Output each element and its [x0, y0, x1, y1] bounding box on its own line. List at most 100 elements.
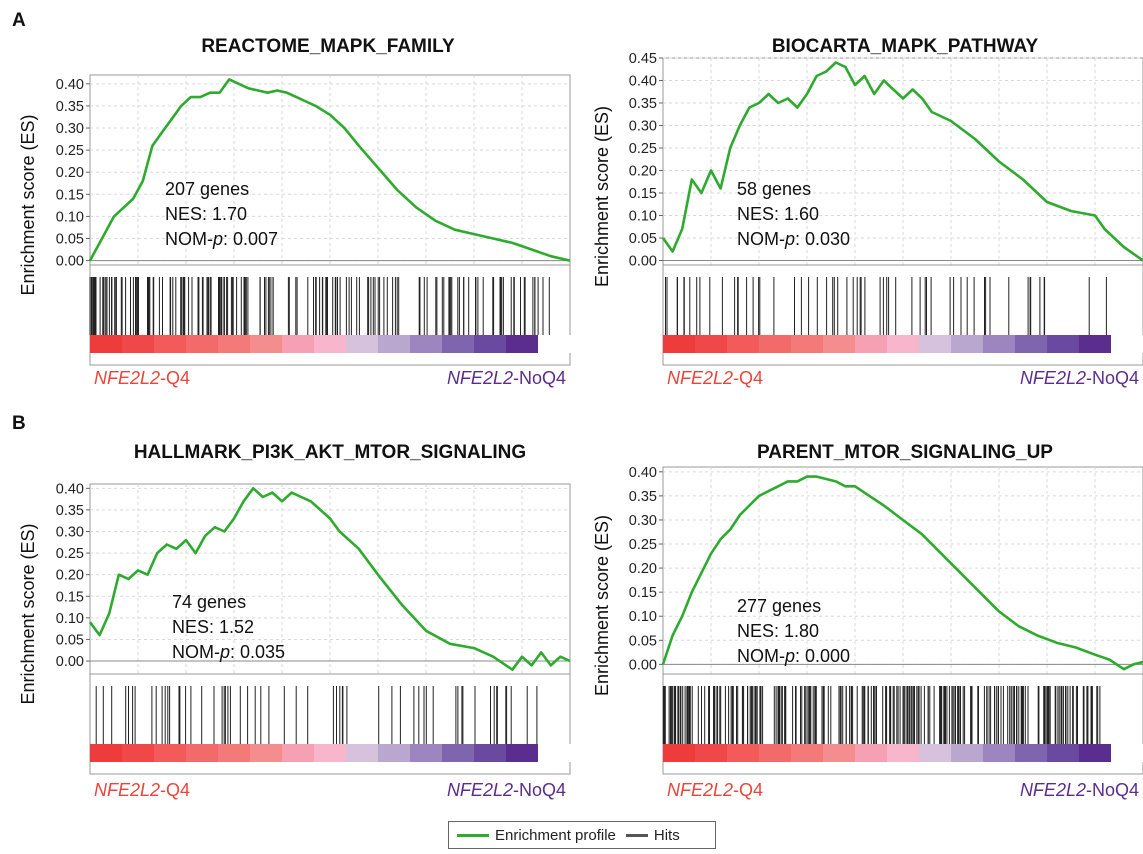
rank-bar-segment — [1047, 744, 1080, 762]
left-group-label: NFE2L2-Q4 — [667, 368, 763, 388]
rank-bar-segment — [410, 744, 443, 762]
annotation-line-1: 74 genes — [172, 592, 246, 612]
rank-bar-segment — [218, 744, 251, 762]
y-tick-label: 0.35 — [56, 503, 84, 519]
y-tick-label: 0.05 — [629, 633, 657, 649]
panel-label-b: B — [12, 413, 26, 434]
y-tick-label: 0.30 — [56, 525, 84, 541]
rank-bar-segment — [887, 744, 920, 762]
right-group-label: NFE2L2-NoQ4 — [447, 780, 566, 800]
y-tick-label: 0.25 — [629, 141, 657, 157]
rank-bar-segment — [346, 744, 379, 762]
y-tick-label: 0.25 — [56, 546, 84, 562]
rank-bar-segment — [823, 744, 856, 762]
rank-bar-segment — [314, 744, 347, 762]
rank-bar-segment — [983, 335, 1016, 353]
rank-bar-segment — [983, 744, 1016, 762]
y-tick-label: 0.40 — [629, 465, 657, 481]
y-axis-label: Enrichment score (ES) — [18, 114, 38, 295]
rank-bar-segment — [855, 335, 888, 353]
annotation-line-3: NOM-p: 0.007 — [165, 229, 278, 249]
legend: Enrichment profile Hits — [448, 821, 716, 849]
rank-bar-segment — [1015, 335, 1048, 353]
enrichment-profile-line — [88, 486, 571, 672]
left-group-label: NFE2L2-Q4 — [94, 368, 190, 388]
y-tick-label: 0.15 — [56, 187, 84, 203]
y-axis-label: Enrichment score (ES) — [592, 106, 612, 287]
annotation-line-1: 277 genes — [737, 596, 821, 616]
chart-title: HALLMARK_PI3K_AKT_MTOR_SIGNALING — [134, 442, 526, 463]
rank-bar-segment — [727, 744, 760, 762]
enrichment-profile-line — [661, 61, 1143, 262]
enrichment-profile-swatch — [457, 833, 489, 837]
rank-bar-segment — [791, 335, 824, 353]
chart-title: BIOCARTA_MAPK_PATHWAY — [772, 36, 1039, 57]
y-tick-label: 0.00 — [56, 254, 84, 270]
gsea-panel-4: PARENT_MTOR_SIGNALING_UP 0.00 0.05 0.10 0.15… — [592, 442, 1143, 800]
rank-bar-segment — [474, 335, 507, 353]
rank-bar-segment — [1079, 335, 1112, 353]
chart-title: PARENT_MTOR_SIGNALING_UP — [757, 442, 1053, 463]
rank-bar-segment — [1015, 744, 1048, 762]
enrichment-profile-line — [661, 475, 1143, 671]
rank-bar-segment — [154, 335, 187, 353]
rank-bar-segment — [378, 335, 411, 353]
gsea-panel-3: HALLMARK_PI3K_AKT_MTOR_SIGNALING 0.00 0.05… — [18, 442, 571, 800]
y-tick-label: 0.25 — [56, 143, 84, 159]
rank-bar-segment — [1079, 744, 1112, 762]
y-tick-label: 0.30 — [56, 121, 84, 137]
y-tick-label: 0.00 — [629, 254, 657, 270]
rank-bar-segment — [282, 744, 315, 762]
left-group-label: NFE2L2-Q4 — [94, 780, 190, 800]
rank-bar-segment — [410, 335, 443, 353]
panel-label-a: A — [12, 10, 26, 31]
enrichment-profile-line — [88, 78, 571, 262]
y-tick-label: 0.15 — [629, 585, 657, 601]
rank-bar-segment — [506, 335, 539, 353]
right-group-label: NFE2L2-NoQ4 — [1020, 780, 1139, 800]
y-tick-label: 0.20 — [629, 561, 657, 577]
rank-bar-segment — [90, 744, 123, 762]
y-tick-label: 0.00 — [56, 654, 84, 670]
rank-bar-segment — [186, 744, 219, 762]
y-tick-label: 0.40 — [56, 77, 84, 93]
y-tick-label: 0.35 — [629, 96, 657, 112]
left-group-label: NFE2L2-Q4 — [667, 780, 763, 800]
y-axis-label: Enrichment score (ES) — [592, 515, 612, 696]
annotation-line-1: 58 genes — [737, 179, 811, 199]
rank-bar-segment — [314, 335, 347, 353]
right-group-label: NFE2L2-NoQ4 — [1020, 368, 1139, 388]
y-tick-label: 0.10 — [56, 209, 84, 225]
rank-bar-segment — [538, 744, 571, 762]
rank-bar-segment — [1111, 744, 1143, 762]
right-group-label: NFE2L2-NoQ4 — [447, 368, 566, 388]
rank-bar-segment — [218, 335, 251, 353]
y-tick-label: 0.10 — [629, 609, 657, 625]
y-tick-label: 0.20 — [56, 165, 84, 181]
rank-bar-segment — [442, 335, 475, 353]
rank-bar-segment — [442, 744, 475, 762]
rank-bar-segment — [951, 335, 984, 353]
y-tick-label: 0.35 — [629, 489, 657, 505]
rank-bar-segment — [122, 335, 155, 353]
y-tick-label: 0.05 — [629, 231, 657, 247]
rank-bar-segment — [759, 335, 792, 353]
y-tick-label: 0.40 — [56, 481, 84, 497]
y-tick-label: 0.05 — [56, 632, 84, 648]
rank-bar-segment — [695, 335, 728, 353]
annotation-line-2: NES: 1.60 — [737, 204, 819, 224]
y-tick-label: 0.15 — [629, 186, 657, 202]
rank-bar-segment — [186, 335, 219, 353]
rank-bar-segment — [727, 335, 760, 353]
y-tick-label: 0.20 — [629, 164, 657, 180]
annotation-line-2: NES: 1.70 — [165, 204, 247, 224]
y-tick-label: 0.05 — [56, 231, 84, 247]
y-tick-label: 0.25 — [629, 537, 657, 553]
plot-area — [89, 483, 571, 675]
rank-bar-segment — [474, 744, 507, 762]
rank-bar-segment — [919, 744, 952, 762]
rank-bar-segment — [951, 744, 984, 762]
legend-hits-label: Hits — [653, 826, 680, 844]
y-tick-label: 0.15 — [56, 589, 84, 605]
